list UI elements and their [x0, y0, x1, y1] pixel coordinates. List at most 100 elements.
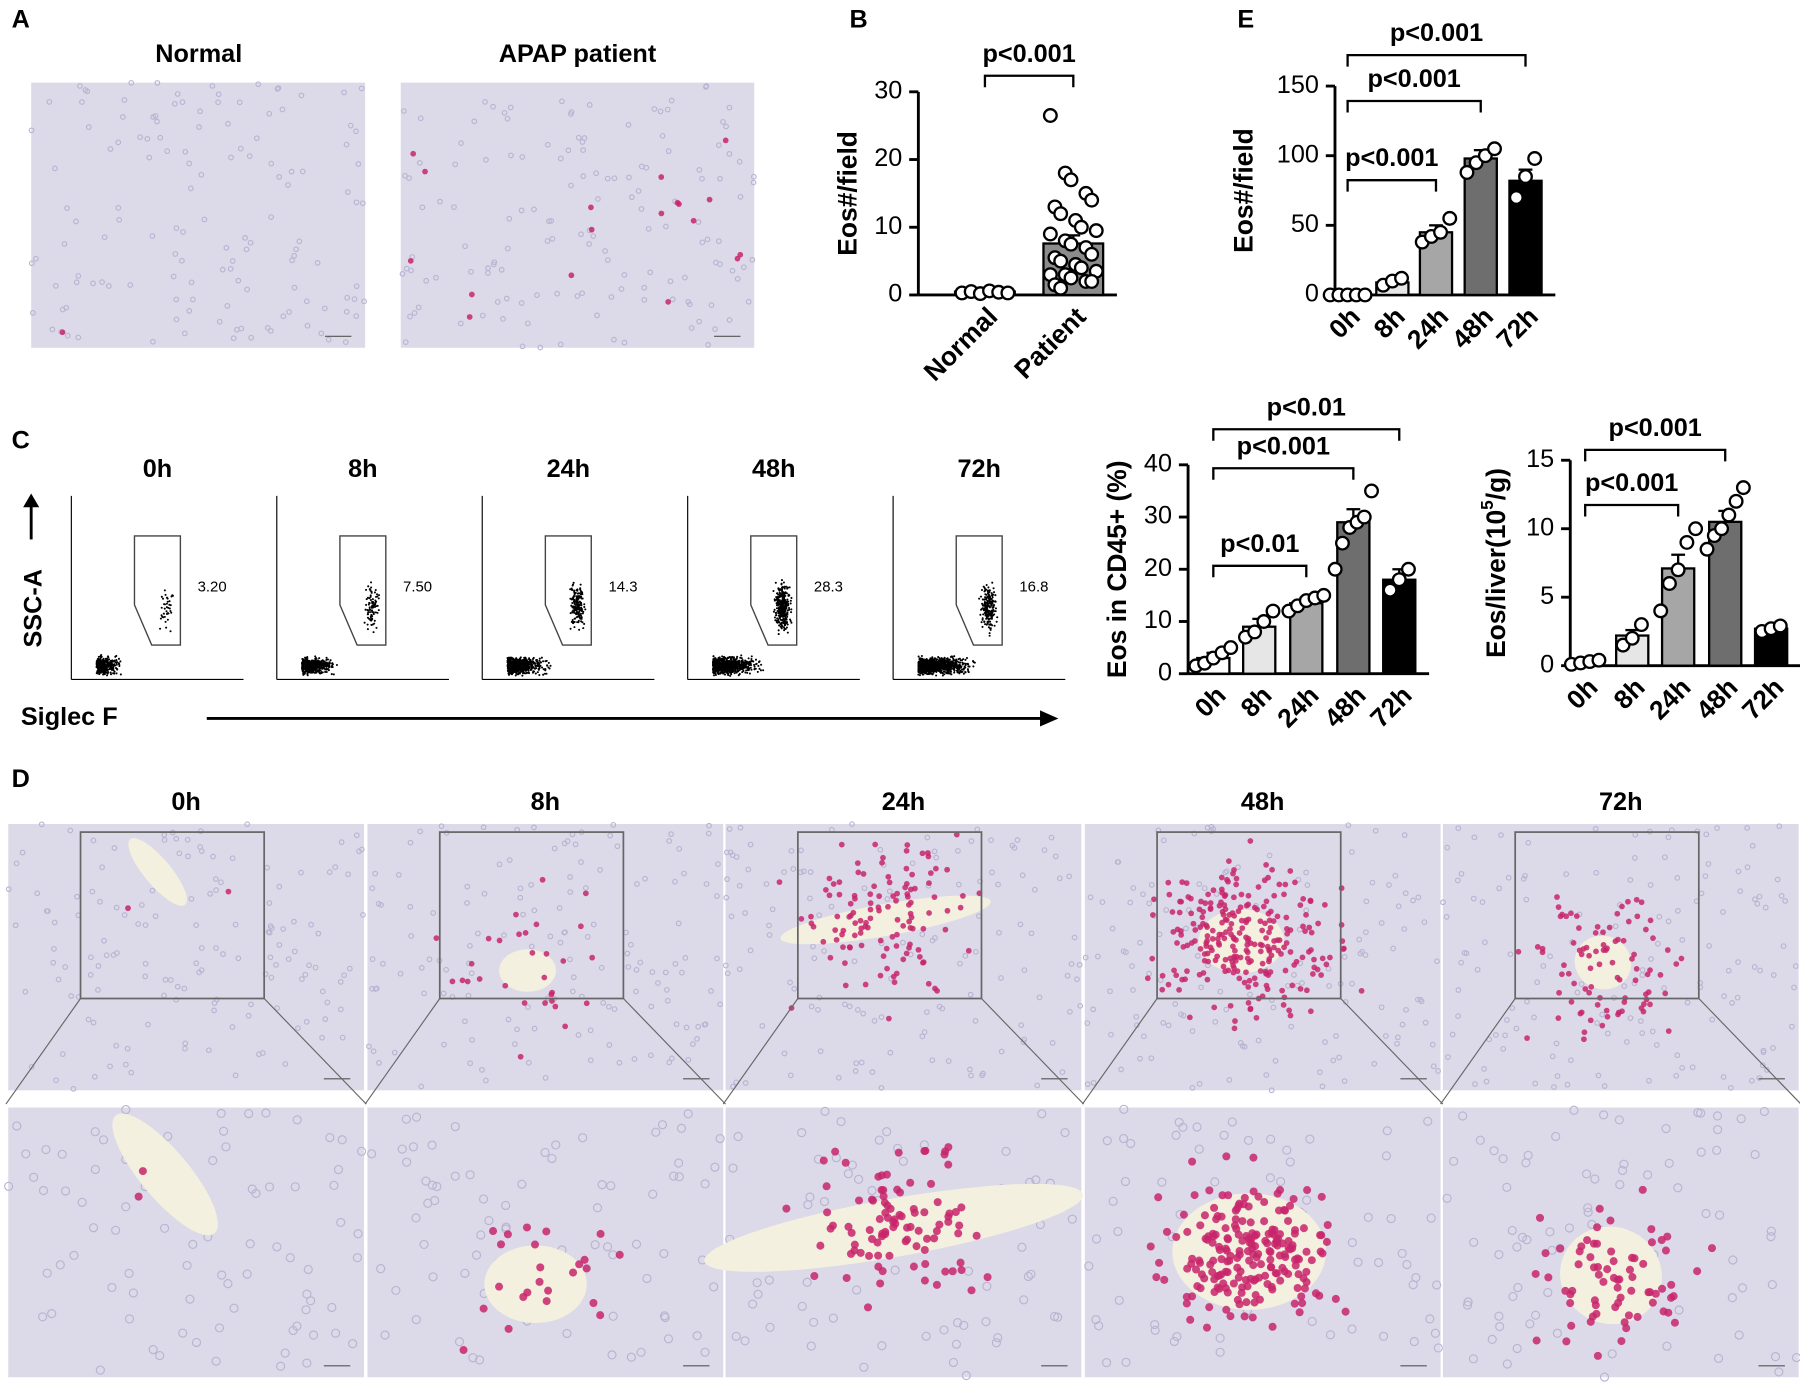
flow-event — [113, 663, 115, 665]
eosinophil — [408, 258, 414, 264]
flow-event — [522, 659, 524, 661]
flow-event — [100, 660, 102, 662]
flow-event — [952, 661, 954, 663]
eosinophil — [422, 169, 428, 175]
flow-title: 0h — [143, 455, 172, 483]
gated-event — [786, 613, 788, 615]
gated-event — [783, 629, 785, 631]
gated-event — [984, 605, 986, 607]
gated-event — [575, 608, 577, 610]
flow-event — [734, 672, 736, 674]
gated-event — [370, 594, 372, 596]
gated-event — [583, 606, 585, 608]
flow-event — [325, 659, 327, 661]
flow-event — [104, 669, 106, 671]
gated-event — [783, 594, 785, 596]
gated-event — [787, 609, 789, 611]
flow-event — [946, 667, 948, 669]
flow-event — [322, 667, 324, 669]
flow-event — [720, 672, 722, 674]
flow-event — [921, 666, 923, 668]
flow-event — [931, 661, 933, 663]
flow-event — [517, 671, 519, 673]
gated-event — [167, 612, 169, 614]
flow-event — [104, 673, 106, 675]
flow-event — [98, 660, 100, 662]
flow-event — [507, 667, 509, 669]
flow-title: 8h — [348, 455, 377, 483]
flow-event — [100, 663, 102, 665]
flow-event — [510, 664, 512, 666]
gated-event — [775, 614, 777, 616]
flow-event — [324, 671, 326, 673]
flow-event — [537, 671, 539, 673]
eosinophil — [534, 921, 540, 927]
flow-event — [728, 660, 730, 662]
gated-event — [786, 599, 788, 601]
flow-event — [728, 670, 730, 672]
gated-event — [576, 601, 578, 603]
flow-event — [543, 668, 545, 670]
panel-label: C — [12, 427, 30, 455]
flow-event — [315, 666, 317, 668]
eosinophil — [658, 174, 664, 180]
gated-event — [989, 606, 991, 608]
flow-event — [956, 665, 958, 667]
histology-image — [400, 83, 756, 350]
gated-event — [580, 604, 582, 606]
flow-event — [917, 666, 919, 668]
flow-event — [115, 672, 117, 674]
gated-event — [780, 619, 782, 621]
flow-event — [926, 661, 928, 663]
flow-event — [744, 671, 746, 673]
gate-outline — [545, 536, 591, 645]
gated-event — [774, 619, 776, 621]
gated-event — [978, 598, 980, 600]
eosinophil — [589, 955, 595, 961]
gated-event — [367, 628, 369, 630]
gated-event — [580, 593, 582, 595]
flow-event — [920, 658, 922, 660]
gated-event — [778, 603, 780, 605]
flow-event — [313, 669, 315, 671]
eosinophil — [578, 923, 584, 929]
gated-event — [570, 628, 572, 630]
flow-event — [937, 663, 939, 665]
flow-event — [713, 666, 715, 668]
eosinophil — [589, 1299, 597, 1307]
flow-event — [919, 658, 921, 660]
flow-event — [733, 667, 735, 669]
flow-event — [744, 660, 746, 662]
gated-event — [991, 582, 993, 584]
flow-event — [715, 666, 717, 668]
gated-event — [373, 623, 375, 625]
gated-event — [163, 613, 165, 615]
gated-event — [980, 609, 982, 611]
flow-event — [516, 666, 518, 668]
eosinophil — [139, 1167, 147, 1175]
flow-event — [953, 672, 955, 674]
image-title: Normal — [155, 40, 242, 68]
gated-event — [991, 610, 993, 612]
eosinophil — [588, 205, 594, 211]
gated-event — [573, 582, 575, 584]
eosinophil — [665, 299, 671, 305]
flow-event — [734, 670, 736, 672]
gated-event — [570, 605, 572, 607]
flow-event — [735, 658, 737, 660]
gated-event — [781, 622, 783, 624]
flow-event — [717, 662, 719, 664]
flow-events — [96, 654, 122, 676]
flow-event — [921, 669, 923, 671]
gated-event — [773, 611, 775, 613]
gated-event — [778, 629, 780, 631]
flow-event — [742, 670, 744, 672]
flow-event — [738, 665, 740, 667]
flow-event — [308, 662, 310, 664]
eosinophil — [497, 1240, 505, 1248]
flow-event — [304, 666, 306, 668]
flow-event — [324, 660, 326, 662]
gated-event — [781, 590, 783, 592]
flow-gate — [545, 536, 591, 645]
